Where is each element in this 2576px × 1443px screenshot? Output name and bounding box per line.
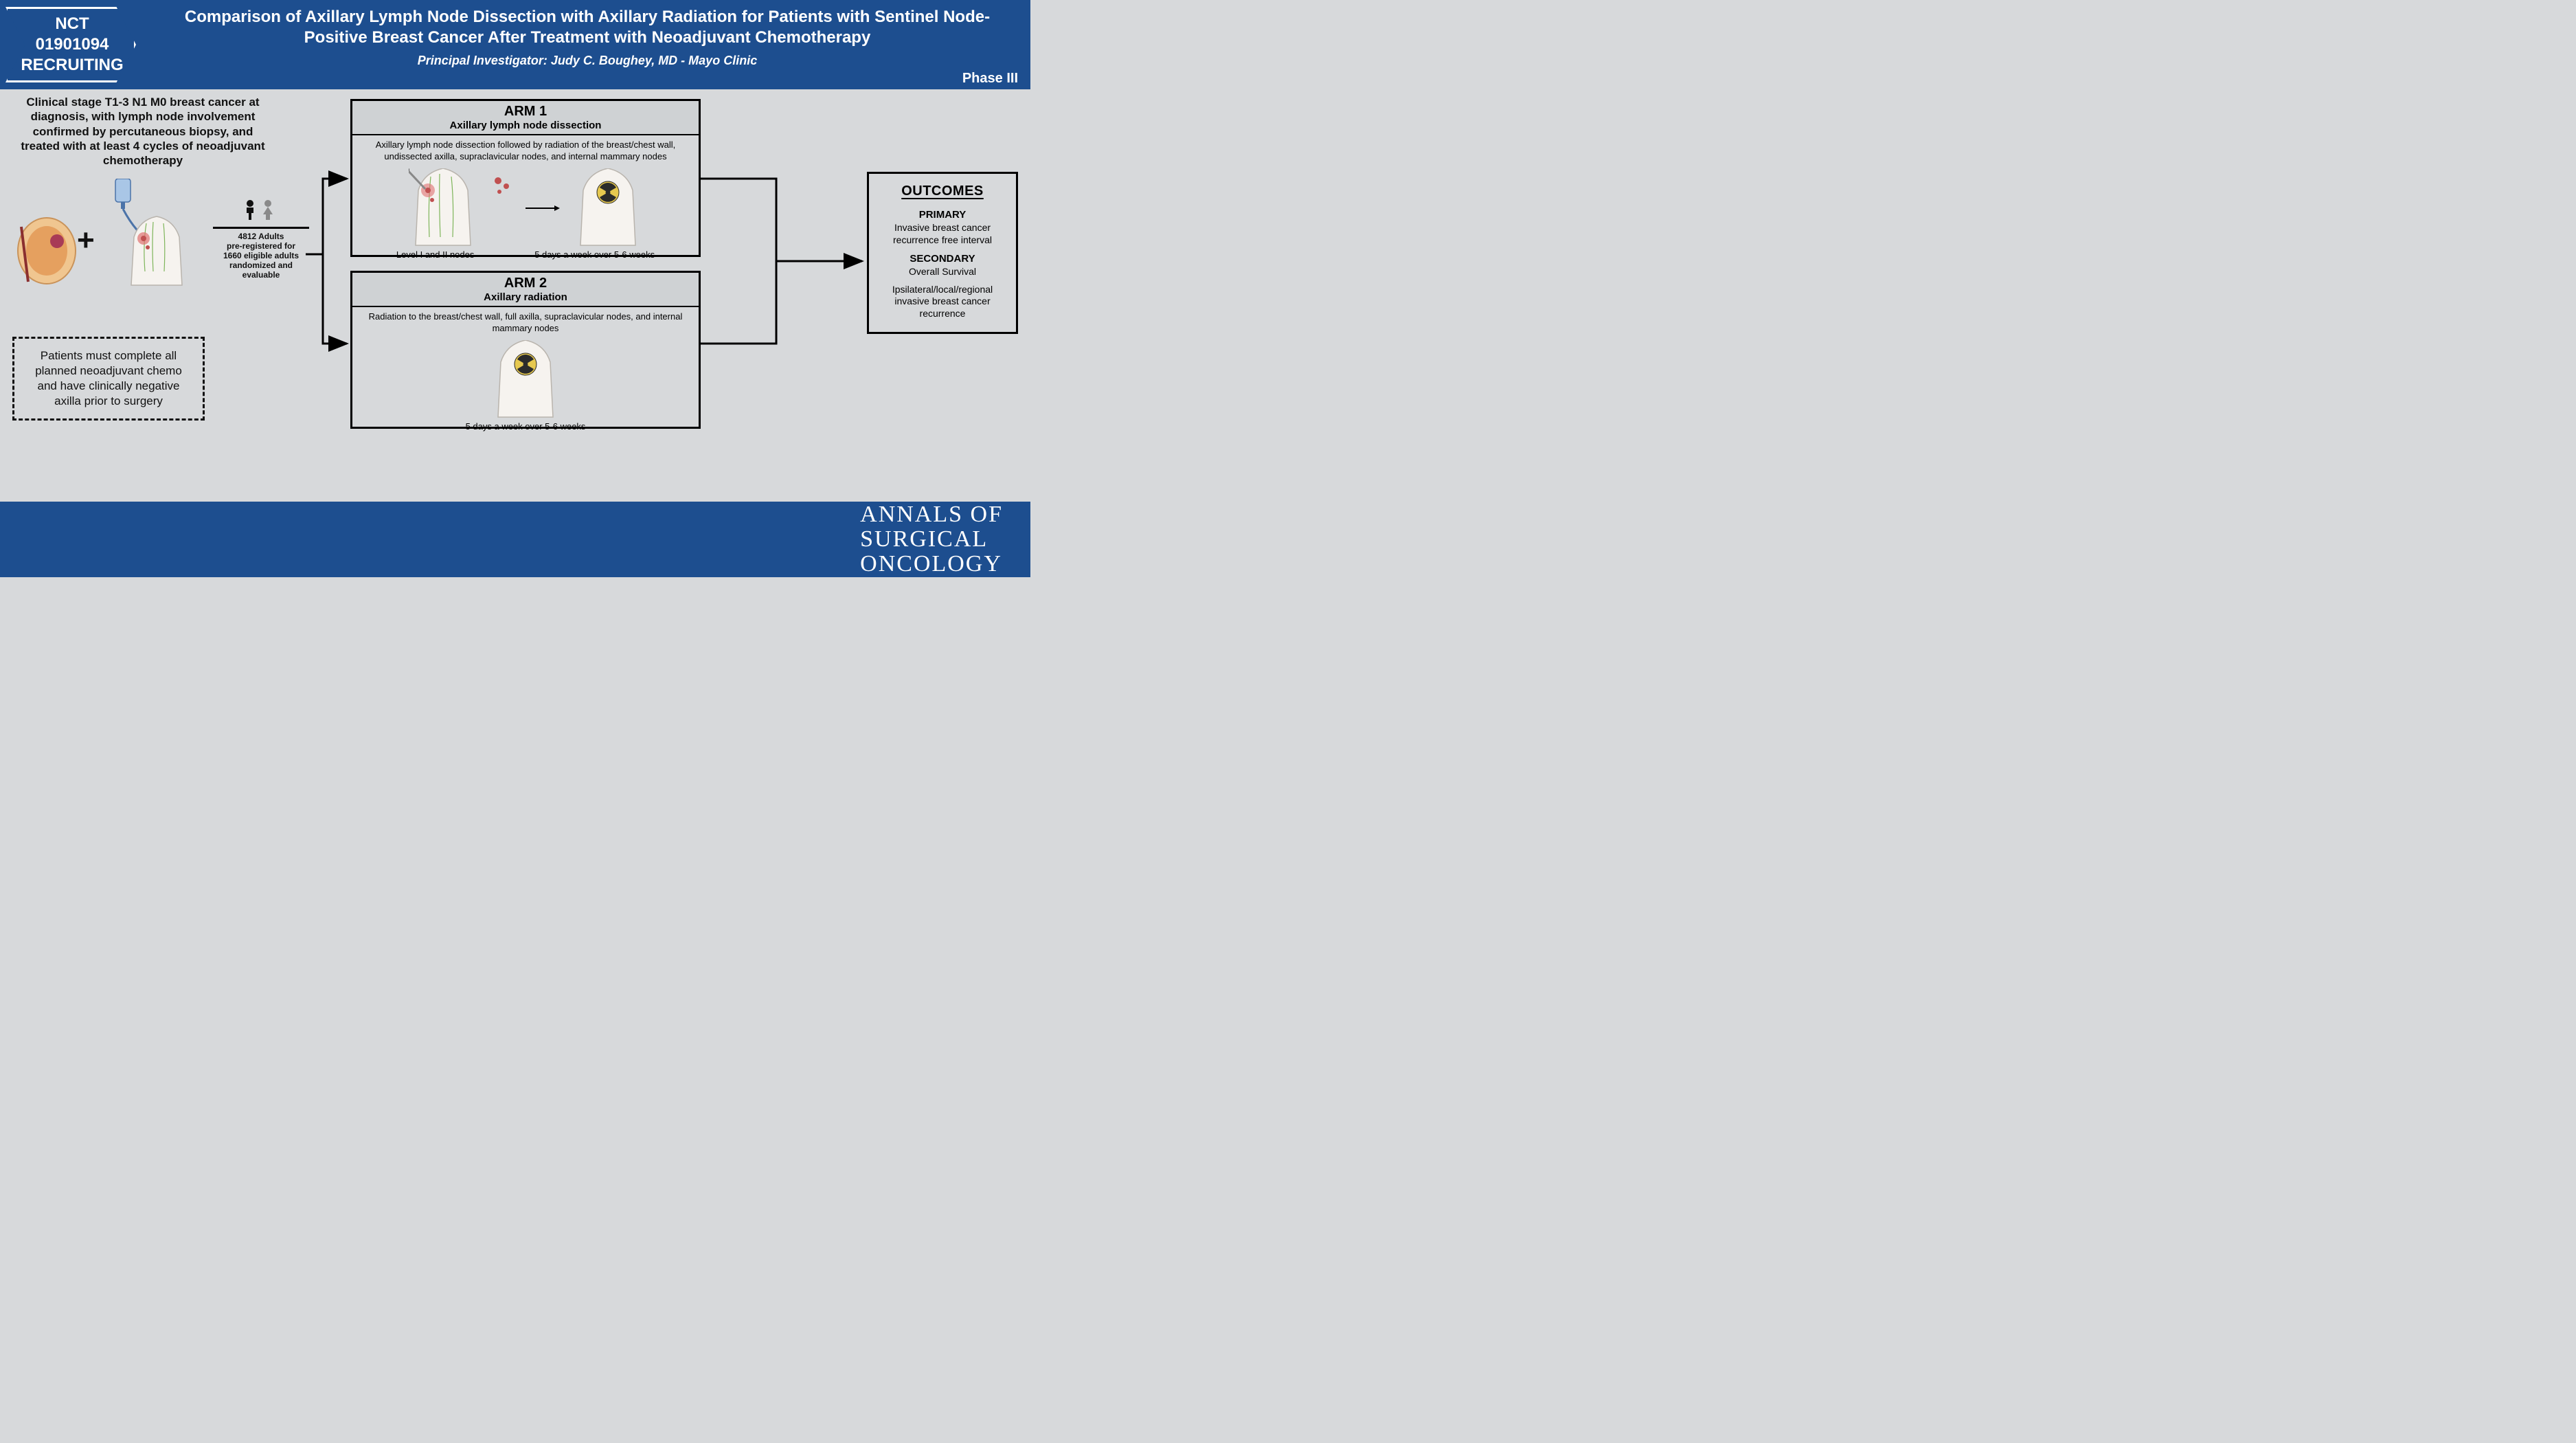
arm2-box: ARM 2 Axillary radiation Radiation to th… xyxy=(350,271,701,429)
primary-text: Invasive breast cancer recurrence free i… xyxy=(877,222,1008,246)
secondary-text2: Ipsilateral/local/regional invasive brea… xyxy=(877,284,1008,320)
journal-line2: SURGICAL xyxy=(860,527,1003,552)
nct-id: 01901094 xyxy=(21,34,123,55)
journal-line3: ONCOLOGY xyxy=(860,552,1003,577)
arm1-subtitle: Axillary lymph node dissection xyxy=(355,120,696,131)
outcomes-box: OUTCOMES PRIMARY Invasive breast cancer … xyxy=(867,172,1018,334)
secondary-label: SECONDARY xyxy=(877,253,1008,265)
arrow-icon xyxy=(526,205,560,212)
arm1-cap-right: 5 days a week over 5-6 weeks xyxy=(534,249,655,260)
radiation-icon xyxy=(514,353,537,376)
split-arrow xyxy=(306,172,354,364)
arm1-captions: Level I and II nodes 5 days a week over … xyxy=(352,249,699,264)
inclusion-criteria: Clinical stage T1-3 N1 M0 breast cancer … xyxy=(12,95,273,168)
arm2-cap: 5 days a week over 5-6 weeks xyxy=(466,421,586,432)
outcomes-heading: OUTCOMES xyxy=(877,183,1008,199)
cohort-line5: evaluable xyxy=(213,270,309,280)
surgery-torso-icon xyxy=(409,168,477,247)
header-bar: NCT 01901094 RECRUITING Comparison of Ax… xyxy=(0,0,1030,89)
cohort-block: 4812 Adults pre-registered for 1660 elig… xyxy=(213,199,309,280)
arm2-captions: 5 days a week over 5-6 weeks xyxy=(352,421,699,436)
people-icon xyxy=(213,199,309,227)
radiation-torso-icon xyxy=(574,168,642,247)
arm2-title-text: ARM 2 xyxy=(504,276,547,291)
cohort-divider xyxy=(213,227,309,229)
nct-status: RECRUITING xyxy=(21,55,123,76)
arm2-title: ARM 2 Axillary radiation xyxy=(352,273,699,307)
nct-text: NCT 01901094 RECRUITING xyxy=(21,14,123,76)
header-main: Comparison of Axillary Lymph Node Dissec… xyxy=(144,0,1030,89)
arm2-desc: Radiation to the breast/chest wall, full… xyxy=(352,307,699,339)
arm2-subtitle: Axillary radiation xyxy=(355,291,696,303)
diagnosis-illustration xyxy=(12,179,191,295)
primary-label: PRIMARY xyxy=(877,209,1008,221)
cohort-line3: 1660 eligible adults xyxy=(213,251,309,260)
journal-line1: ANNALS OF xyxy=(860,502,1003,527)
journal-name: ANNALS OF SURGICAL ONCOLOGY xyxy=(860,502,1003,576)
merge-arrow xyxy=(701,172,869,364)
principal-investigator: Principal Investigator: Judy C. Boughey,… xyxy=(158,54,1017,68)
dissected-nodes-icon xyxy=(491,174,512,201)
radiation-torso-icon xyxy=(491,340,560,419)
cohort-line1: 4812 Adults xyxy=(213,232,309,241)
arm1-box: ARM 1 Axillary lymph node dissection Axi… xyxy=(350,99,701,257)
arm1-illustration xyxy=(352,167,699,249)
arm1-cap-left: Level I and II nodes xyxy=(396,249,474,260)
secondary-text1: Overall Survival xyxy=(877,266,1008,278)
nct-badge: NCT 01901094 RECRUITING xyxy=(0,0,144,89)
arm1-title-text: ARM 1 xyxy=(504,104,547,119)
diagnosis-svg xyxy=(12,179,191,295)
arm2-illustration xyxy=(352,339,699,421)
arm1-title: ARM 1 Axillary lymph node dissection xyxy=(352,101,699,135)
phase-label: Phase III xyxy=(962,71,1018,87)
diagram-body: Clinical stage T1-3 N1 M0 breast cancer … xyxy=(0,89,1030,502)
cohort-line2: pre-registered for xyxy=(213,241,309,251)
arm1-desc: Axillary lymph node dissection followed … xyxy=(352,135,699,167)
radiation-icon xyxy=(596,181,620,204)
plus-icon: + xyxy=(77,223,95,258)
nct-label: NCT xyxy=(21,14,123,34)
footer-bar: ANNALS OF SURGICAL ONCOLOGY xyxy=(0,502,1030,577)
cohort-line4: randomized and xyxy=(213,260,309,270)
eligibility-note: Patients must complete all planned neoad… xyxy=(12,337,205,421)
study-title: Comparison of Axillary Lymph Node Dissec… xyxy=(158,7,1017,48)
